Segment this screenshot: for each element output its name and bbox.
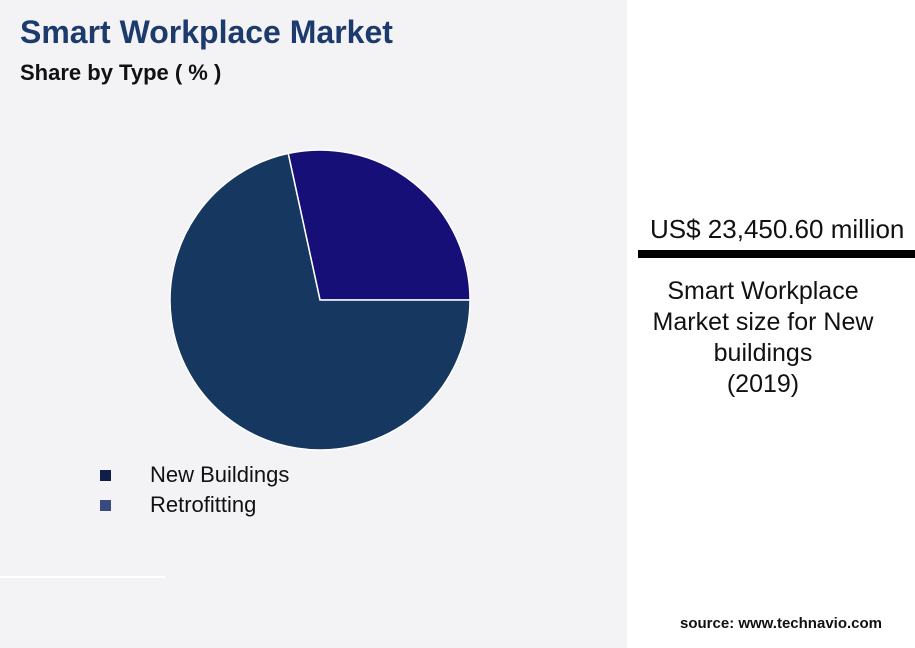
kpi-panel — [627, 0, 915, 648]
legend-swatch — [100, 470, 111, 481]
source-note: source: www.technavio.com — [680, 615, 882, 632]
chart-subtitle: Share by Type ( % ) — [20, 60, 222, 85]
legend-label: New Buildings — [150, 462, 290, 487]
kpi-description-line: Market size for New — [652, 308, 874, 336]
divider — [0, 576, 165, 578]
pie-chart — [169, 149, 471, 451]
legend-swatch — [100, 500, 111, 511]
kpi-description: Smart Workplace Market size for New buil… — [633, 276, 893, 400]
kpi-value: US$ 23,450.60 million — [650, 214, 905, 244]
kpi-description-line: (2019) — [726, 370, 800, 398]
pie-slice-retrofitting — [287, 149, 471, 301]
kpi-underline — [638, 250, 915, 258]
kpi-description-line: buildings — [713, 339, 813, 367]
chart-title: Smart Workplace Market — [20, 14, 393, 50]
legend-label: Retrofitting — [150, 492, 257, 517]
kpi-description-line: Smart Workplace — [667, 277, 859, 305]
pie-slice-new-buildings — [169, 152, 471, 451]
